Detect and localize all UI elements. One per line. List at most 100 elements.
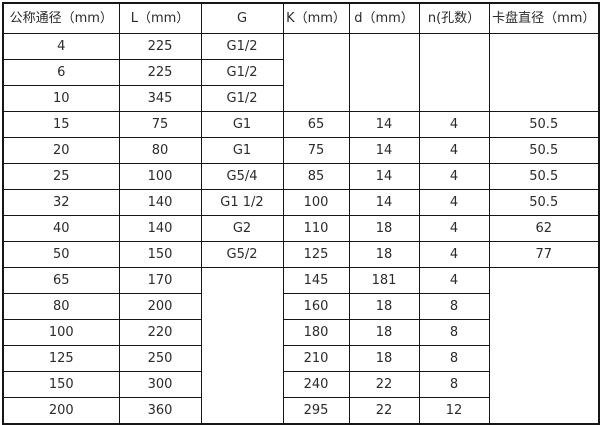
table-cell: 65 xyxy=(282,111,350,138)
table-cell: 220 xyxy=(118,319,202,346)
table-row: 80 200 160 18 8 xyxy=(2,293,599,320)
table-cell: 77 xyxy=(488,241,600,268)
table-cell: 345 xyxy=(118,85,202,112)
table-cell xyxy=(200,267,284,425)
table-cell: G1/2 xyxy=(200,33,284,60)
table-cell: 4 xyxy=(418,163,490,190)
table-cell: 295 xyxy=(282,397,350,425)
table-cell: 22 xyxy=(348,397,420,425)
table-cell: 75 xyxy=(282,137,350,164)
table-cell: 181 xyxy=(348,267,420,294)
table-cell: 150 xyxy=(118,241,202,268)
table-cell: 80 xyxy=(2,293,120,320)
table-cell: 4 xyxy=(418,189,490,216)
column-header: n(孔数） xyxy=(418,2,490,34)
column-header: G xyxy=(200,2,284,34)
table-cell: 140 xyxy=(118,189,202,216)
table-cell: 100 xyxy=(2,319,120,346)
table-cell xyxy=(282,33,350,112)
table-cell: 125 xyxy=(282,241,350,268)
table-cell: 18 xyxy=(348,319,420,346)
table-cell: 6 xyxy=(2,59,120,86)
table-cell: 18 xyxy=(348,345,420,372)
table-cell: 225 xyxy=(118,33,202,60)
table-cell: 210 xyxy=(282,345,350,372)
table-cell: G1 1/2 xyxy=(200,189,284,216)
table-cell: 50.5 xyxy=(488,163,600,190)
table-cell: 85 xyxy=(282,163,350,190)
table-cell: 50 xyxy=(2,241,120,268)
table-cell: 4 xyxy=(418,111,490,138)
table-cell: 4 xyxy=(418,241,490,268)
table-row: 15 75 G1 65 14 4 50.5 xyxy=(2,111,600,138)
table-cell: 225 xyxy=(118,59,202,86)
table-cell: 8 xyxy=(418,345,490,372)
table-row: 4 225 G1/2 xyxy=(2,33,600,112)
table-cell: G1/2 xyxy=(200,59,284,86)
table-header-row: 公称通径（mm） L（mm） G K（mm） d（mm） n(孔数） 卡盘直径（mm） xyxy=(2,2,600,34)
table-cell: 100 xyxy=(118,163,202,190)
table-cell: 50.5 xyxy=(488,137,600,164)
table-cell: 62 xyxy=(488,215,600,242)
table-row: 6 225 G1/2 xyxy=(2,59,599,86)
table-row: 65 170 145 181 4 xyxy=(2,267,600,425)
table-cell: 4 xyxy=(418,215,490,242)
table-row: 25 100 G5/4 85 14 4 50.5 xyxy=(2,163,600,190)
table-cell: 150 xyxy=(2,371,120,398)
table-cell: 32 xyxy=(2,189,120,216)
column-header: L（mm） xyxy=(118,2,202,34)
table-cell xyxy=(488,33,600,112)
table-cell: 200 xyxy=(2,397,120,425)
table-cell: 65 xyxy=(2,267,120,294)
table-cell xyxy=(348,33,420,112)
table-cell: 12 xyxy=(418,397,490,425)
table-cell: 180 xyxy=(282,319,350,346)
table-row: 150 300 240 22 8 xyxy=(2,371,599,398)
column-header: 公称通径（mm） xyxy=(2,2,120,34)
table-cell: G5/4 xyxy=(200,163,284,190)
table-cell: 50.5 xyxy=(488,189,600,216)
table-body: 4 225 G1/2 6 225 G1/2 10 345 G1/2 15 75 G1 65 14 4 50.5… xyxy=(2,33,600,425)
table-cell: 110 xyxy=(282,215,350,242)
table-cell: 20 xyxy=(2,137,120,164)
table-cell: 4 xyxy=(2,33,120,60)
table-cell: 15 xyxy=(2,111,120,138)
table-cell: 40 xyxy=(2,215,120,242)
table-cell: 18 xyxy=(348,215,420,242)
table-cell: 14 xyxy=(348,189,420,216)
column-header: K（mm） xyxy=(282,2,350,34)
table-cell: 50.5 xyxy=(488,111,600,138)
table-cell: 360 xyxy=(118,397,202,425)
table-cell: G1 xyxy=(200,137,284,164)
table-cell: 18 xyxy=(348,241,420,268)
table-cell: 22 xyxy=(348,371,420,398)
table-cell: 25 xyxy=(2,163,120,190)
table-cell: G1/2 xyxy=(200,85,284,112)
table-cell: 250 xyxy=(118,345,202,372)
table-cell: 4 xyxy=(418,137,490,164)
table-cell: 300 xyxy=(118,371,202,398)
column-header: 卡盘直径（mm） xyxy=(488,2,600,34)
table-cell: 125 xyxy=(2,345,120,372)
table-cell: 170 xyxy=(118,267,202,294)
table-cell: 14 xyxy=(348,137,420,164)
table-cell: 145 xyxy=(282,267,350,294)
table-cell xyxy=(488,267,600,425)
table-cell: 14 xyxy=(348,163,420,190)
table-cell: 8 xyxy=(418,293,490,320)
table-row: 20 80 G1 75 14 4 50.5 xyxy=(2,137,600,164)
table-cell: 8 xyxy=(418,371,490,398)
table-head: 公称通径（mm） L（mm） G K（mm） d（mm） n(孔数） 卡盘直径（mm） xyxy=(2,2,600,34)
table-cell: 75 xyxy=(118,111,202,138)
table-cell: 18 xyxy=(348,293,420,320)
table-row: 32 140 G1 1/2 100 14 4 50.5 xyxy=(2,189,600,216)
table-cell: 4 xyxy=(418,267,490,294)
table-cell: 80 xyxy=(118,137,202,164)
table-cell: G5/2 xyxy=(200,241,284,268)
table-cell xyxy=(418,33,490,112)
table-cell: G1 xyxy=(200,111,284,138)
table-cell: 100 xyxy=(282,189,350,216)
table-cell: 140 xyxy=(118,215,202,242)
table-cell: 200 xyxy=(118,293,202,320)
table-row: 40 140 G2 110 18 4 62 xyxy=(2,215,600,242)
